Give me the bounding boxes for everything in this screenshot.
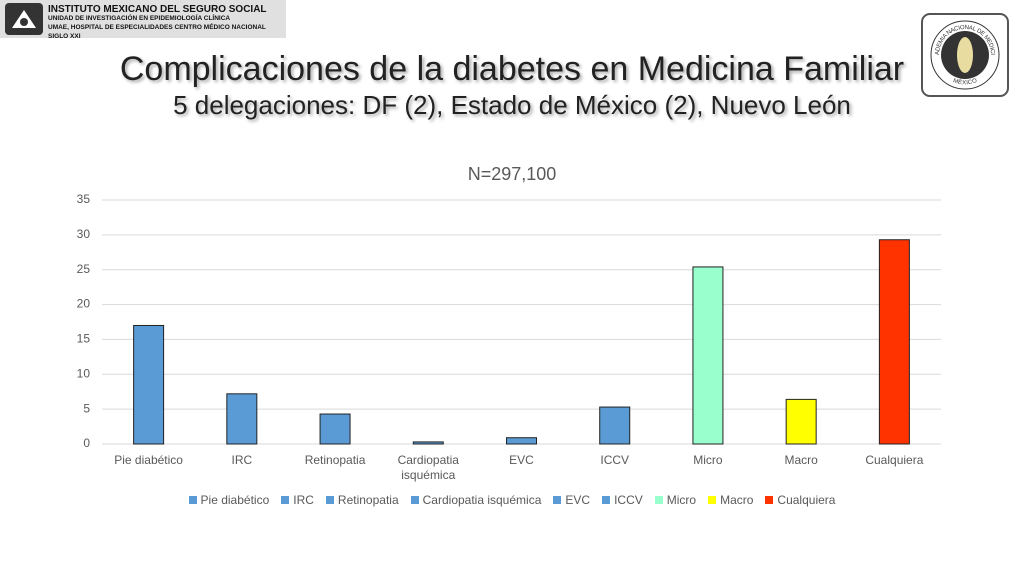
- imss-logo: [5, 3, 43, 35]
- institution-line: INSTITUTO MEXICANO DEL SEGURO SOCIAL: [48, 4, 267, 15]
- legend-item: ICCV: [602, 493, 643, 507]
- y-tick-label: 15: [77, 332, 91, 346]
- legend-swatch: [553, 496, 562, 504]
- y-tick-label: 35: [77, 192, 91, 206]
- legend-label: Macro: [720, 493, 754, 507]
- x-tick-label: Retinopatia: [304, 453, 366, 467]
- legend-swatch: [708, 496, 717, 504]
- legend-swatch: [188, 496, 197, 504]
- bar: [785, 398, 817, 445]
- legend-label: Retinopatia: [337, 493, 399, 507]
- logo-text: MÉXICO: [952, 78, 978, 86]
- legend: Pie diabético IRC Retinopatia Cardiopatia i…: [0, 493, 1024, 507]
- x-tick-label: EVC: [509, 453, 534, 467]
- academia-logo: ACADEMIA NACIONAL DE MEDICINA MÉXICO: [920, 12, 1009, 97]
- legend-label: EVC: [565, 493, 591, 507]
- legend-label: Cualquiera: [777, 493, 836, 507]
- bar: [692, 266, 724, 445]
- legend-label: Cardiopatia isquémica: [422, 493, 542, 507]
- legend-label: ICCV: [614, 493, 643, 507]
- x-tick-label: IRC: [231, 453, 253, 467]
- chart-title: N=297,100: [468, 164, 557, 184]
- bar: [133, 324, 165, 445]
- legend-swatch: [325, 496, 334, 504]
- y-tick-label: 10: [77, 366, 91, 380]
- bar: [878, 239, 910, 445]
- y-tick-label: 20: [77, 297, 91, 311]
- y-tick-label: 5: [83, 401, 90, 415]
- x-tick-label: Cualquiera: [865, 453, 924, 467]
- legend-item: Cualquiera: [765, 493, 835, 507]
- x-tick-label: Macro: [784, 453, 818, 467]
- legend-item: Macro: [708, 493, 753, 507]
- legend-swatch: [765, 496, 774, 504]
- legend-item: Cardiopatia isquémica: [410, 493, 542, 507]
- bar: [506, 437, 537, 445]
- legend-item: Pie diabético: [188, 493, 270, 507]
- bar: [226, 393, 258, 445]
- x-tick-label: Cardiopatia isquémica: [397, 453, 459, 482]
- legend-swatch: [281, 496, 290, 504]
- institution-line: UNIDAD DE INVESTIGACIÓN EN EPIDEMIOLOGÍA…: [48, 15, 231, 22]
- institution-line: UMAE, HOSPITAL DE ESPECIALIDADES CENTRO …: [48, 24, 266, 40]
- legend-item: Retinopatia: [325, 493, 399, 507]
- y-tick-label: 0: [83, 436, 90, 450]
- legend-item: Micro: [654, 493, 697, 507]
- x-tick-label: ICCV: [600, 453, 630, 467]
- y-tick-label: 25: [77, 262, 91, 276]
- slide-title: Complicaciones de la diabetes en Medicin…: [119, 50, 905, 88]
- bar: [319, 413, 351, 445]
- x-tick-label: Pie diabético: [114, 453, 183, 467]
- legend-swatch: [410, 496, 419, 504]
- legend-label: Pie diabético: [200, 493, 270, 507]
- bar: [599, 406, 631, 445]
- legend-label: Micro: [666, 493, 697, 507]
- legend-item: IRC: [281, 493, 314, 507]
- x-tick-label: Micro: [693, 453, 723, 467]
- slide-subtitle: 5 delegaciones: DF (2), Estado de México…: [173, 90, 851, 120]
- svg-text:MÉXICO: MÉXICO: [952, 78, 978, 86]
- y-tick-label: 30: [77, 227, 91, 241]
- institution-banner: INSTITUTO MEXICANO DEL SEGURO SOCIAL UNI…: [0, 0, 286, 40]
- legend-swatch: [654, 496, 663, 504]
- bar: [412, 441, 444, 445]
- legend-item: EVC: [553, 493, 590, 507]
- legend-label: IRC: [293, 493, 314, 507]
- legend-swatch: [602, 496, 611, 504]
